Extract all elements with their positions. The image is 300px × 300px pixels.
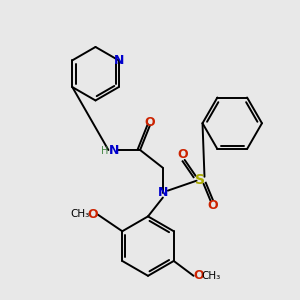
- Text: H: H: [101, 146, 108, 156]
- Text: CH₃: CH₃: [202, 271, 221, 281]
- Text: O: O: [177, 148, 188, 161]
- Text: CH₃: CH₃: [70, 209, 89, 219]
- Text: O: O: [193, 269, 204, 282]
- Text: O: O: [87, 208, 98, 221]
- Text: S: S: [194, 173, 205, 187]
- Text: O: O: [145, 116, 155, 129]
- Text: N: N: [158, 186, 168, 199]
- Text: N: N: [109, 143, 119, 157]
- Text: N: N: [113, 54, 124, 67]
- Text: O: O: [207, 199, 218, 212]
